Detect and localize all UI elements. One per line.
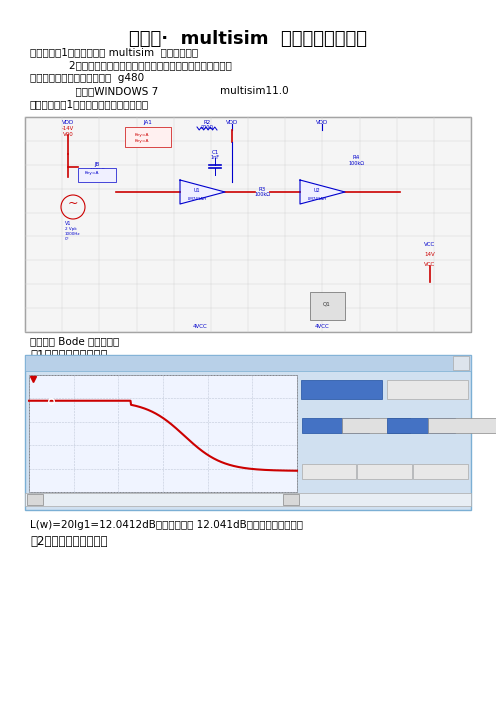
Text: 实验目的：1、熟悉并使用 multisim  实验工具箱；: 实验目的：1、熟悉并使用 multisim 实验工具箱； (30, 47, 198, 57)
Text: 控制: 控制 (302, 462, 312, 471)
Text: +⊙ 输入 ○ -    +⊙ 输出 ○ -: +⊙ 输入 ○ - +⊙ 输出 ○ - (303, 497, 374, 503)
Text: F: F (302, 436, 307, 445)
Text: V1: V1 (65, 221, 71, 226)
Text: 200Ω: 200Ω (200, 125, 214, 130)
Text: 水平: 水平 (302, 408, 312, 417)
Text: 12.041 dB: 12.041 dB (188, 495, 231, 504)
Text: 设置...: 设置... (432, 467, 448, 475)
Text: 1nF: 1nF (210, 155, 220, 160)
Polygon shape (180, 180, 225, 204)
Text: 4VCC: 4VCC (192, 324, 207, 329)
Text: C1: C1 (211, 150, 219, 155)
FancyBboxPatch shape (27, 494, 43, 505)
FancyBboxPatch shape (342, 418, 410, 432)
FancyBboxPatch shape (25, 355, 471, 371)
Text: 【1】对数幅频特性曲线: 【1】对数幅频特性曲线 (30, 349, 108, 362)
Text: ►: ► (288, 496, 294, 503)
FancyBboxPatch shape (301, 380, 382, 399)
Text: ~: ~ (68, 197, 78, 209)
Text: VCC: VCC (425, 242, 435, 247)
Text: 幅度: 幅度 (336, 385, 348, 395)
Text: -200: -200 (396, 449, 415, 458)
Text: 【2】对数相频特性曲线: 【2】对数相频特性曲线 (30, 535, 108, 548)
Text: V00: V00 (62, 132, 73, 137)
FancyBboxPatch shape (453, 356, 469, 370)
Text: -14V: -14V (62, 126, 74, 131)
Text: U1: U1 (193, 189, 200, 194)
Text: R2: R2 (203, 120, 211, 125)
Text: GHz: GHz (322, 436, 338, 445)
FancyBboxPatch shape (302, 463, 356, 479)
Text: 反向: 反向 (324, 467, 333, 475)
FancyBboxPatch shape (387, 418, 455, 432)
Text: 实验器材：硬件：联想笔记本  g480: 实验器材：硬件：联想笔记本 g480 (30, 73, 144, 83)
FancyBboxPatch shape (310, 292, 345, 320)
Text: JA1: JA1 (144, 120, 152, 125)
Text: 100kΩ: 100kΩ (348, 161, 364, 166)
Text: ✕: ✕ (457, 359, 464, 368)
Text: 1: 1 (312, 449, 317, 458)
Text: VDD: VDD (226, 120, 238, 125)
Text: Key=A: Key=A (135, 133, 149, 137)
Text: 1: 1 (312, 436, 317, 445)
Text: 对数: 对数 (331, 420, 340, 430)
FancyBboxPatch shape (302, 418, 370, 432)
Text: 14V: 14V (425, 252, 435, 257)
Text: 2、构建常用系统电路模型，用波特仪观察各系统的特性；: 2、构建常用系统电路模型，用波特仪观察各系统的特性； (30, 60, 232, 70)
Text: F: F (388, 436, 393, 445)
Text: 100kΩ: 100kΩ (254, 192, 270, 197)
Text: R3: R3 (258, 187, 266, 192)
Text: LM741AH: LM741AH (308, 197, 327, 201)
Text: I: I (388, 449, 390, 458)
Text: dB: dB (418, 449, 428, 458)
Text: R4: R4 (352, 155, 360, 160)
FancyBboxPatch shape (25, 493, 471, 506)
Text: 实验步骤：（1）构建下图比例系统原理图: 实验步骤：（1）构建下图比例系统原理图 (30, 99, 149, 109)
Text: mHz: mHz (322, 449, 339, 458)
FancyBboxPatch shape (413, 463, 468, 479)
Text: I: I (302, 449, 305, 458)
Text: 4VCC: 4VCC (314, 324, 329, 329)
Text: 对数: 对数 (417, 420, 426, 430)
Text: U2: U2 (313, 189, 320, 194)
Text: 垂直: 垂直 (388, 408, 398, 417)
Text: 实验二·  multisim  控制系统仿真实验: 实验二· multisim 控制系统仿真实验 (129, 30, 367, 48)
Text: 线性: 线性 (457, 420, 467, 430)
Text: JB: JB (94, 162, 100, 167)
Text: 软件：WINDOWS 7: 软件：WINDOWS 7 (30, 86, 158, 96)
Text: 波特图示仪-XBP1: 波特图示仪-XBP1 (33, 359, 86, 368)
Text: Q1: Q1 (323, 301, 331, 307)
FancyBboxPatch shape (283, 494, 299, 505)
FancyBboxPatch shape (25, 355, 471, 510)
Text: 2 Vpk: 2 Vpk (65, 227, 77, 231)
FancyBboxPatch shape (428, 418, 496, 432)
FancyBboxPatch shape (357, 463, 412, 479)
Text: 相位: 相位 (422, 385, 434, 395)
Text: LM741AH: LM741AH (187, 197, 207, 201)
Text: 保存: 保存 (380, 467, 389, 475)
Text: VCC: VCC (425, 262, 435, 267)
Polygon shape (300, 180, 345, 204)
Text: VDD: VDD (316, 120, 328, 125)
Text: 0°: 0° (65, 237, 70, 241)
Text: 1000Hz: 1000Hz (65, 232, 80, 236)
Text: Key=A: Key=A (135, 139, 149, 143)
Text: 仪式: 仪式 (302, 378, 313, 387)
Text: 线性: 线性 (372, 420, 381, 430)
FancyBboxPatch shape (29, 375, 297, 492)
Text: dB: dB (418, 436, 428, 445)
FancyBboxPatch shape (125, 127, 171, 147)
Text: 100kΩ: 100kΩ (89, 168, 105, 173)
Text: VDD: VDD (62, 120, 74, 125)
Text: 其输出的 Bode 图如下所示: 其输出的 Bode 图如下所示 (30, 336, 119, 346)
FancyBboxPatch shape (387, 380, 468, 399)
Text: Key=A: Key=A (85, 171, 100, 175)
FancyBboxPatch shape (25, 117, 471, 332)
Text: ◄: ◄ (32, 496, 38, 503)
FancyBboxPatch shape (78, 168, 116, 182)
Text: L(w)=20lg1=12.0412dB，实验结果为 12.041dB，所得与理论相符。: L(w)=20lg1=12.0412dB，实验结果为 12.041dB，所得与理… (30, 520, 303, 530)
Text: 1 mHz: 1 mHz (82, 495, 108, 504)
Text: 200: 200 (400, 436, 416, 445)
Text: multisim11.0: multisim11.0 (220, 86, 289, 96)
